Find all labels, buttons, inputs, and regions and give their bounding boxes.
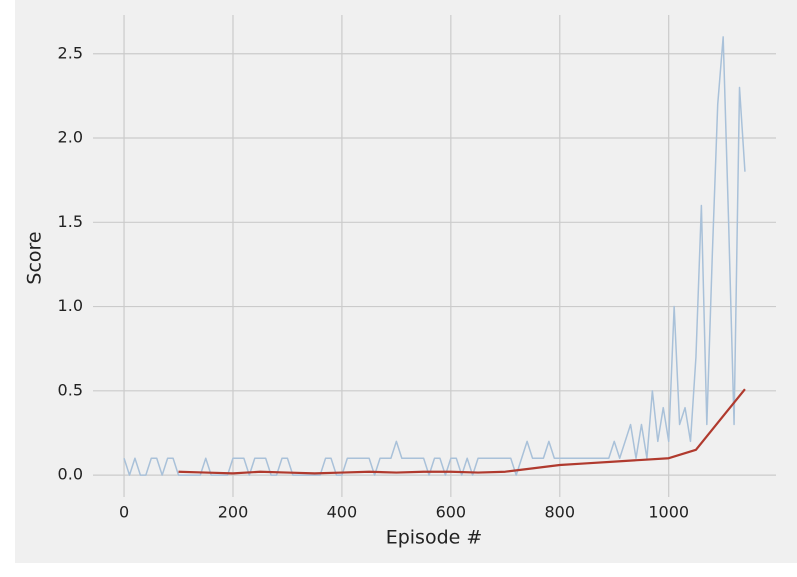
x-tick-label: 0 xyxy=(119,503,129,522)
x-tick-label: 600 xyxy=(436,503,467,522)
y-tick-label: 2.0 xyxy=(58,128,83,147)
y-tick-label: 0.0 xyxy=(58,465,83,484)
x-tick-label: 400 xyxy=(327,503,358,522)
series-line xyxy=(123,36,746,476)
y-tick-label: 1.0 xyxy=(58,296,83,315)
x-tick-label: 800 xyxy=(544,503,575,522)
x-tick-label: 200 xyxy=(218,503,249,522)
x-tick-label: 1000 xyxy=(648,503,689,522)
x-axis-label: Episode # xyxy=(386,527,483,549)
y-tick-label: 2.5 xyxy=(58,43,83,62)
series-line xyxy=(178,388,746,475)
y-axis-label: Score xyxy=(24,231,46,284)
y-tick-label: 1.5 xyxy=(58,212,83,231)
y-tick-label: 0.5 xyxy=(58,380,83,399)
figure-background xyxy=(15,0,797,563)
